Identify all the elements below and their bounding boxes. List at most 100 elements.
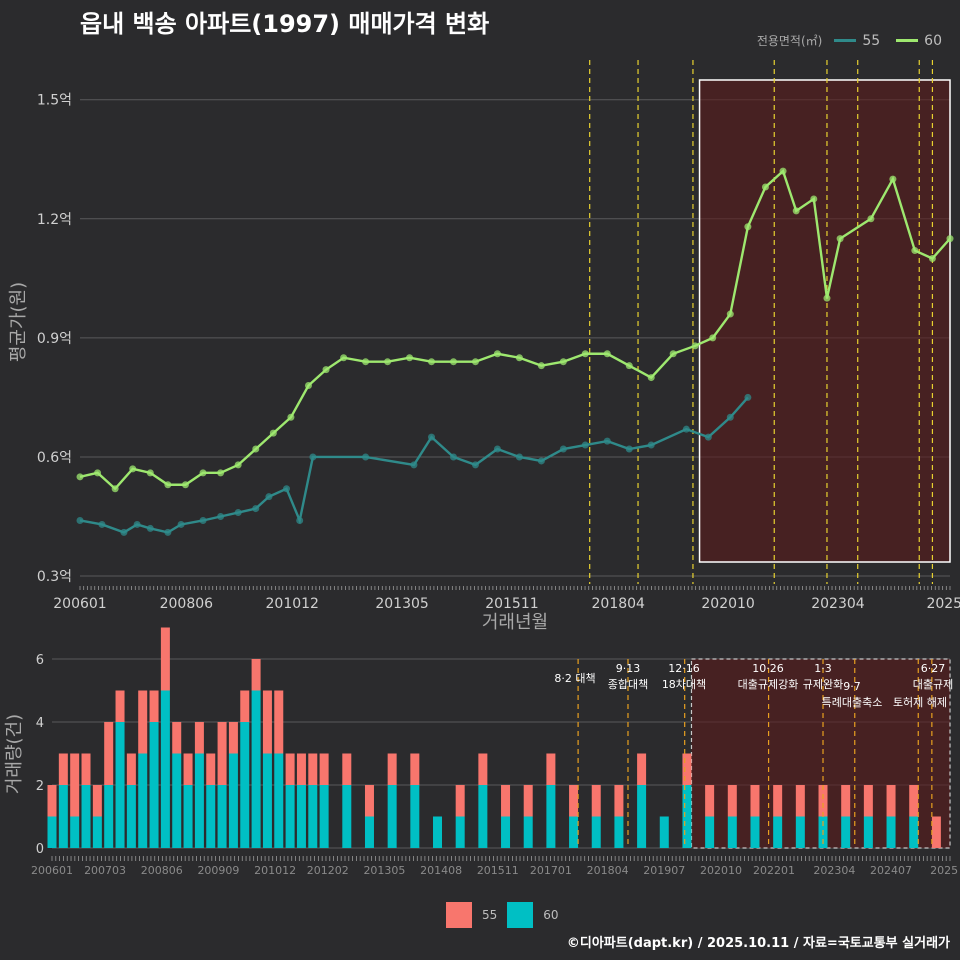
bar-55 <box>58 753 68 785</box>
bar-60 <box>750 816 760 848</box>
bar-60 <box>194 753 204 848</box>
bar-55 <box>183 753 193 785</box>
bar-60 <box>240 722 250 848</box>
bar-60 <box>886 816 896 848</box>
bar-60 <box>160 690 170 848</box>
data-point-55 <box>410 461 418 469</box>
data-point-55 <box>682 425 690 433</box>
data-point-60 <box>406 354 414 362</box>
data-point-55 <box>199 516 207 524</box>
bar-60 <box>58 785 68 848</box>
bar-60 <box>433 816 443 848</box>
x-tick-label: 201012 <box>266 596 319 612</box>
bar-60 <box>569 816 579 848</box>
bar-60 <box>206 785 216 848</box>
bar-x-tick-label: 201012 <box>254 864 296 877</box>
bar-55 <box>637 753 647 785</box>
bar-55 <box>727 785 737 817</box>
bar-y-tick-label: 4 <box>36 716 44 731</box>
bar-55 <box>172 722 182 754</box>
bar-y-tick-label: 6 <box>36 653 44 668</box>
bar-x-tick-label: 2025 <box>930 864 958 877</box>
x-tick-label: 202304 <box>811 596 865 612</box>
data-point-55 <box>177 520 185 528</box>
bar-55 <box>591 785 601 817</box>
bar-55 <box>863 785 873 817</box>
bar-60 <box>546 785 556 848</box>
bar-x-tick-label: 202304 <box>813 864 855 877</box>
bar-x-tick-label: 201202 <box>307 864 349 877</box>
bar-60 <box>138 753 148 848</box>
bar-55 <box>115 690 125 722</box>
data-point-60 <box>603 350 611 358</box>
x-tick-label: 2025 <box>926 596 960 612</box>
data-point-55 <box>164 528 172 536</box>
bar-55 <box>70 753 80 817</box>
data-point-55 <box>704 433 712 441</box>
x-tick-label: 200806 <box>160 596 214 612</box>
policy-text-label: 8·2 대책 <box>554 672 595 685</box>
chart-title: 읍내 백송 아파트(1997) 매매가격 변화 <box>80 10 490 38</box>
bar-55 <box>455 785 465 817</box>
data-point-60 <box>384 358 392 366</box>
bar-55 <box>138 690 148 754</box>
data-point-60 <box>493 350 501 358</box>
bar-55 <box>160 627 170 691</box>
data-point-60 <box>537 362 545 370</box>
bar-55 <box>364 785 374 817</box>
y-tick-label: 0.6억 <box>37 450 72 466</box>
data-point-60 <box>867 215 875 223</box>
bar-60 <box>410 785 420 848</box>
x-axis-label: 거래년월 <box>482 612 548 633</box>
legend-bar-label-60: 60 <box>543 908 559 922</box>
bar-55 <box>795 785 805 817</box>
data-point-60 <box>625 362 633 370</box>
data-point-60 <box>761 183 769 191</box>
legend-swatch-60 <box>896 39 919 42</box>
policy-text-label: 토허제 해제 <box>893 695 947 709</box>
legend-label-60: 60 <box>924 32 942 49</box>
bar-55 <box>308 753 318 785</box>
data-point-60 <box>129 465 137 473</box>
bar-55 <box>251 659 261 691</box>
data-point-60 <box>911 247 919 255</box>
bar-55 <box>410 753 420 785</box>
data-point-55 <box>726 413 734 421</box>
bar-55 <box>81 753 91 785</box>
bar-55 <box>149 690 159 722</box>
highlight-region <box>698 79 951 563</box>
bar-x-tick-label: 201907 <box>643 864 685 877</box>
data-point-60 <box>111 485 119 493</box>
legend-swatch-55 <box>834 39 857 42</box>
data-point-55 <box>217 513 225 521</box>
data-point-60 <box>362 358 370 366</box>
bar-x-tick-label: 201408 <box>420 864 462 877</box>
data-point-55 <box>647 441 655 449</box>
bar-60 <box>863 816 873 848</box>
bar-60 <box>172 753 182 848</box>
data-point-60 <box>581 350 589 358</box>
data-point-60 <box>217 469 225 477</box>
bar-55 <box>319 753 329 785</box>
data-point-55 <box>120 528 128 536</box>
bar-60 <box>841 816 851 848</box>
data-point-60 <box>647 374 655 382</box>
data-point-55 <box>296 516 304 524</box>
policy-text-label: 규제완화 <box>803 678 843 691</box>
bar-55 <box>546 753 556 785</box>
bar-60 <box>342 785 352 848</box>
data-point-60 <box>691 342 699 350</box>
volume-legend: 55 60 <box>446 902 559 928</box>
bar-x-tick-label: 200909 <box>197 864 239 877</box>
data-point-60 <box>252 445 260 453</box>
bar-60 <box>387 785 397 848</box>
data-point-55 <box>283 485 291 493</box>
bar-55 <box>228 722 238 754</box>
bar-60 <box>478 785 488 848</box>
bar-60 <box>795 816 805 848</box>
x-tick-label: 201305 <box>375 596 428 612</box>
bar-60 <box>81 785 91 848</box>
data-point-60 <box>792 207 800 215</box>
x-tick-label: 202010 <box>701 596 754 612</box>
